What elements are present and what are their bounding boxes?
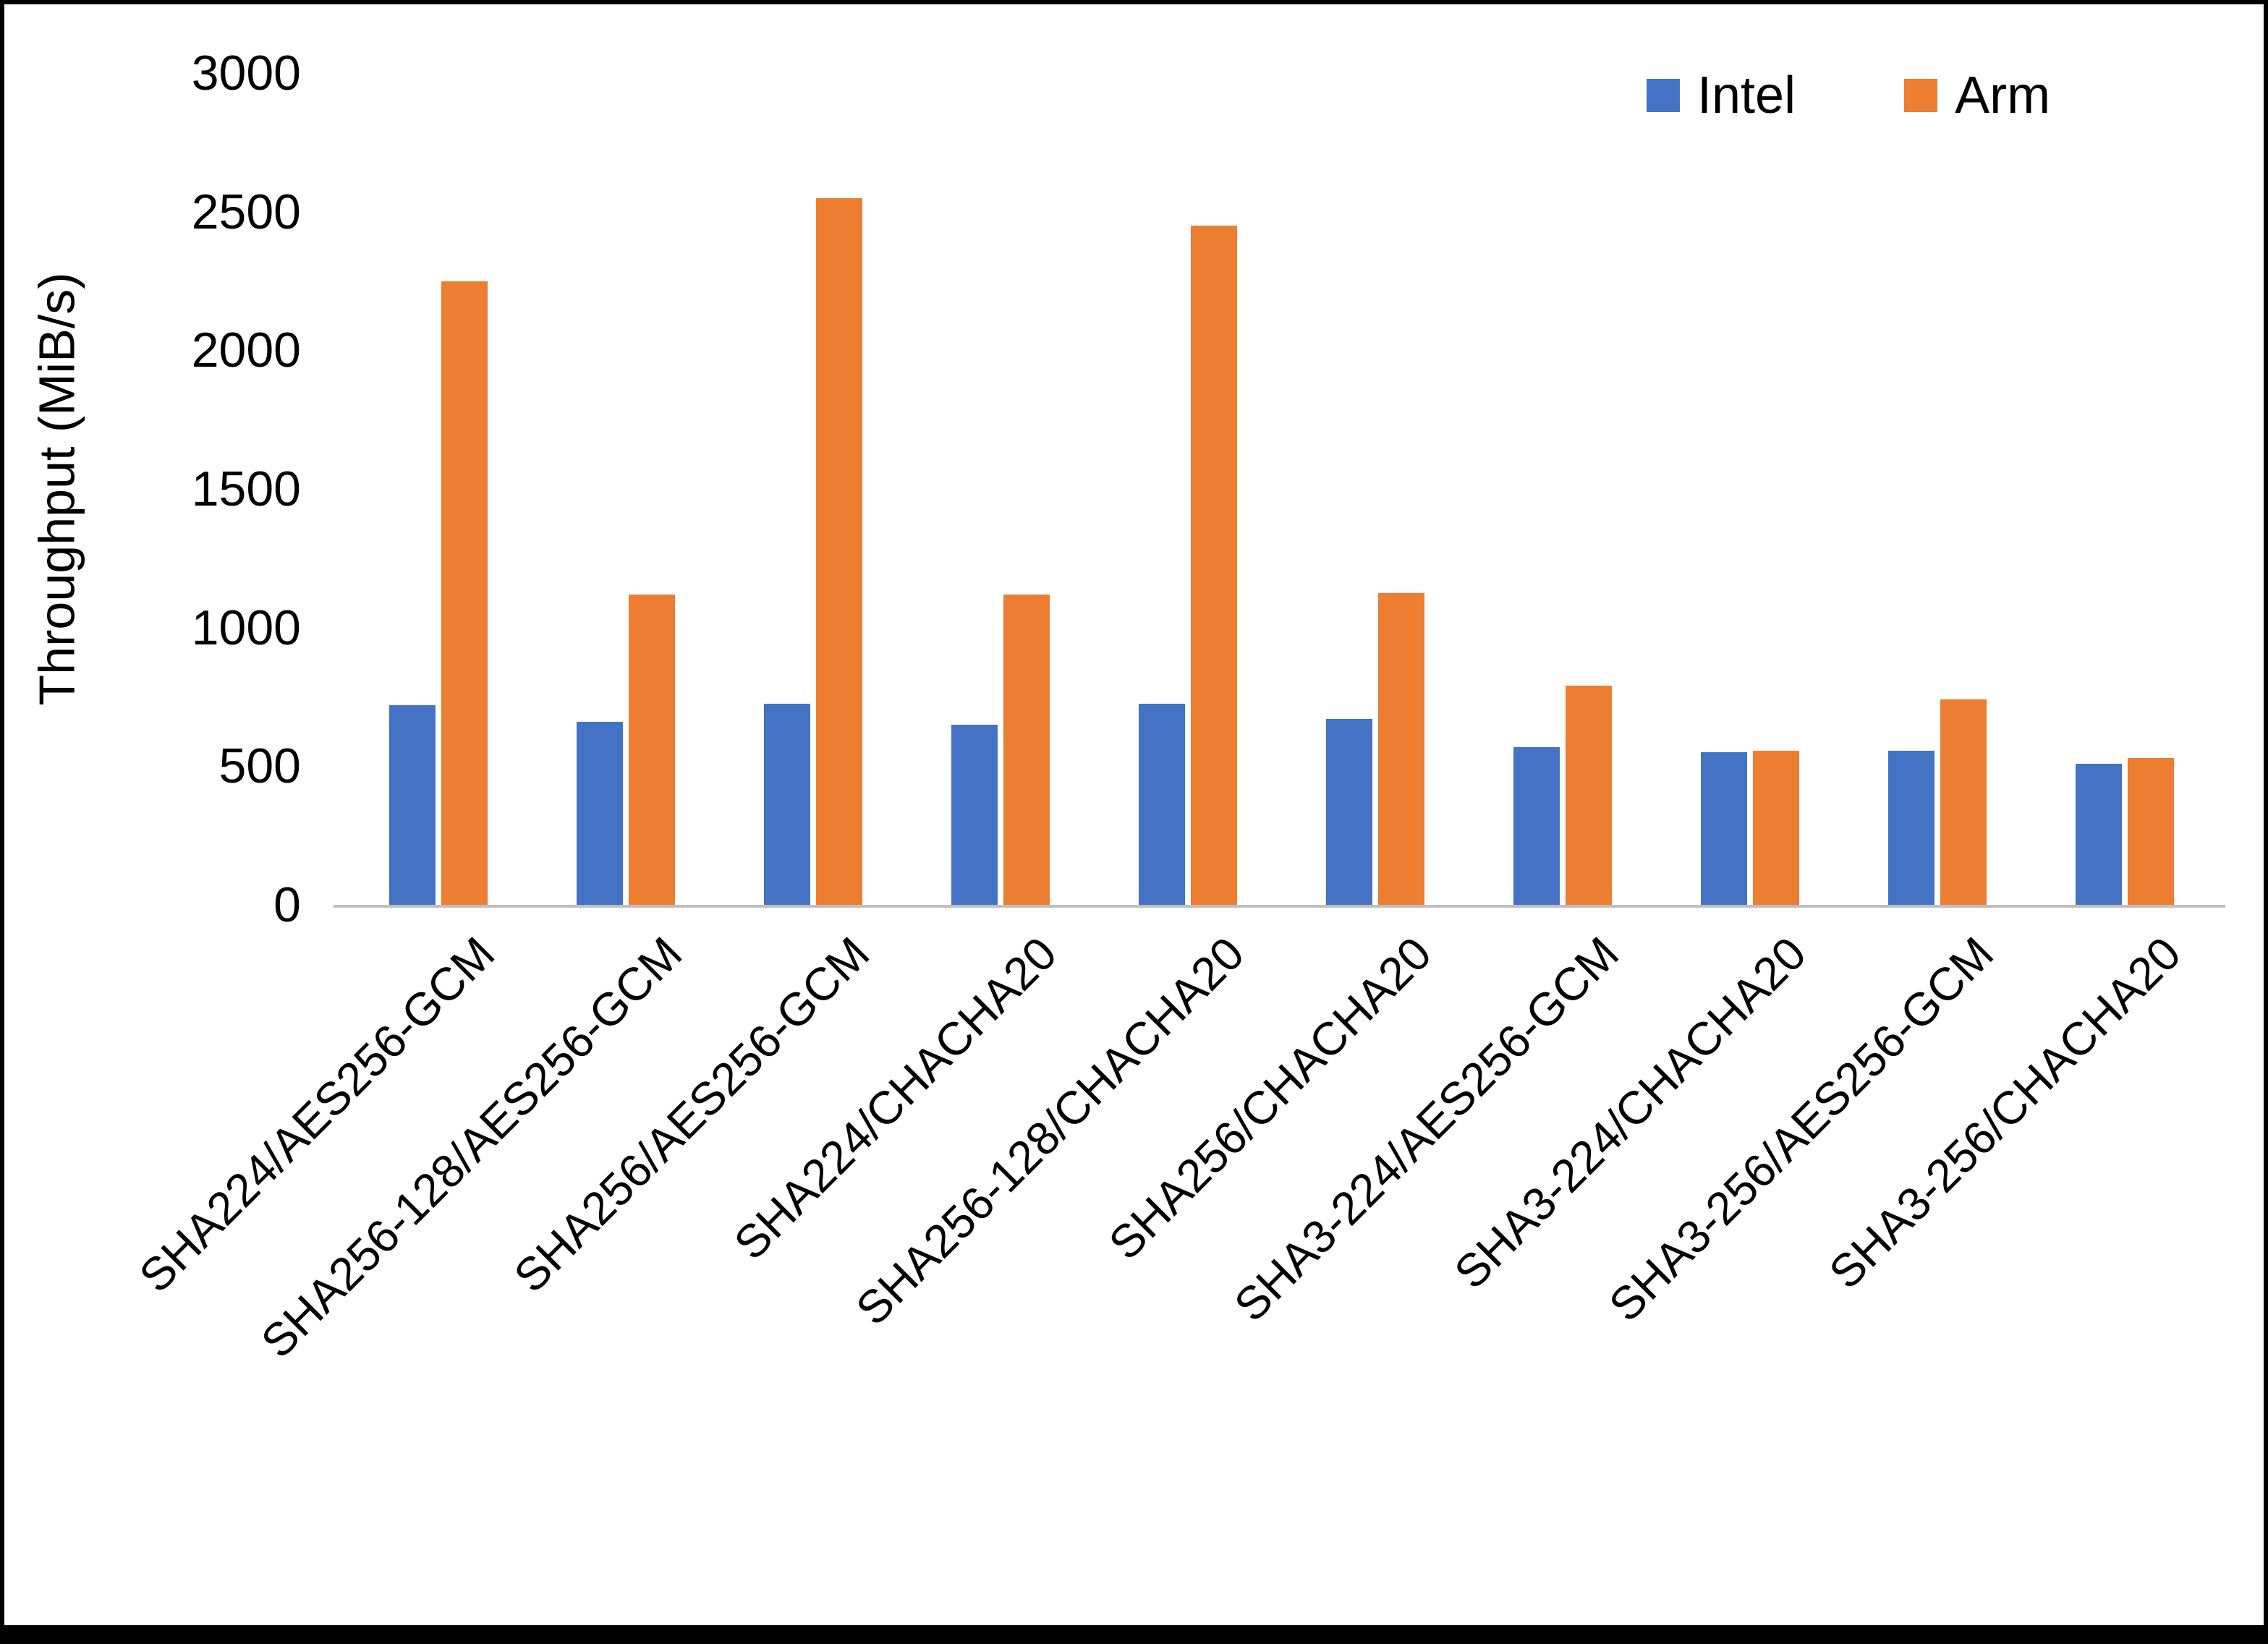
legend-swatch-arm-icon [1904,79,1938,112]
x-axis-category-label: SHA3-224/AES256-GCM [1224,927,1629,1332]
bar-arm-sha3-224/aes256-gcm [1565,686,1612,905]
y-axis-tick-label: 1000 [191,600,301,655]
x-axis-category-label: SHA224/AES256-GCM [129,927,505,1303]
bar-arm-sha256-128/chacha20 [1190,225,1237,905]
plot-area: SHA224/AES256-GCM SHA256-128/AES256-GCM SH… [4,4,2264,1625]
x-axis-category-label: SHA3-224/CHACHA20 [1444,927,1817,1299]
bar-intel-sha3-256/chacha20 [2075,763,2122,905]
legend: Intel Arm [1647,66,2050,125]
bar-intel-sha256-128/aes256-gcm [576,722,623,905]
y-axis-tick-label: 2500 [191,184,301,239]
bar-intel-sha3-256/aes256-gcm [1887,751,1934,905]
bar-intel-sha224/aes256-gcm [388,705,436,905]
legend-item-intel: Intel [1647,66,1796,125]
bar-arm-sha256/chacha20 [1377,592,1424,905]
bar-arm-sha3-224/chacha20 [1752,751,1799,905]
bar-arm-sha224/aes256-gcm [441,281,488,905]
bar-intel-sha3-224/chacha20 [1700,752,1747,905]
bar-arm-sha256-128/aes256-gcm [628,594,675,905]
x-axis-category-label: SHA3-256/CHACHA20 [1819,927,2191,1299]
bar-intel-sha224/chacha20 [951,724,998,905]
bar-intel-sha3-224/aes256-gcm [1513,746,1560,905]
bar-arm-sha224/chacha20 [1003,594,1050,905]
bar-arm-sha3-256/chacha20 [2127,757,2174,905]
y-axis-tick-label: 0 [273,877,301,932]
legend-item-arm: Arm [1904,66,2050,125]
bar-intel-sha256/chacha20 [1325,719,1372,905]
x-axis-category-label: SHA3-256/AES256-GCM [1599,927,2004,1332]
y-axis-tick-label: 2000 [191,323,301,378]
bar-arm-sha256/aes256-gcm [815,197,862,905]
x-axis-category-label: SHA256/AES256-GCM [504,927,880,1303]
x-axis-category-label: SHA256/CHACHA20 [1098,927,1442,1270]
x-axis-category-label: SHA224/CHACHA20 [723,927,1067,1270]
y-axis-tick-label: 500 [218,738,301,794]
x-axis-line [334,905,2225,908]
legend-swatch-intel-icon [1647,79,1680,112]
x-axis-category-label: SHA256-128/CHACHA20 [846,927,1254,1335]
legend-label: Intel [1697,67,1796,124]
y-axis-tick-label: 1500 [191,461,301,516]
y-axis-tick-label: 3000 [191,46,301,101]
legend-label: Arm [1955,67,2051,124]
bar-intel-sha256/aes256-gcm [763,704,810,905]
bar-arm-sha3-256/aes256-gcm [1940,699,1987,905]
bar-intel-sha256-128/chacha20 [1138,704,1185,905]
